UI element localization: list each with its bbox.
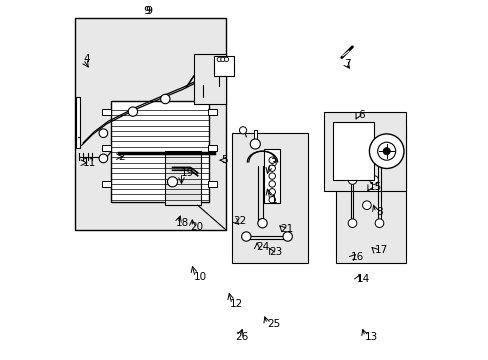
- Bar: [231, 133, 307, 263]
- Circle shape: [268, 165, 275, 171]
- Circle shape: [99, 154, 107, 163]
- Text: 13: 13: [365, 332, 378, 342]
- Bar: [323, 112, 406, 191]
- Text: 18: 18: [175, 218, 188, 228]
- Text: 23: 23: [268, 247, 282, 257]
- Bar: [332, 122, 373, 180]
- Text: 9: 9: [145, 6, 152, 16]
- Circle shape: [374, 219, 383, 228]
- Bar: [111, 101, 208, 202]
- Text: 10: 10: [193, 272, 206, 282]
- Bar: [102, 145, 111, 151]
- Text: 8: 8: [375, 207, 382, 217]
- Text: 21: 21: [280, 224, 293, 234]
- Text: 1: 1: [270, 195, 277, 205]
- Circle shape: [377, 142, 395, 160]
- Bar: [102, 109, 111, 115]
- Circle shape: [220, 57, 224, 62]
- Circle shape: [268, 189, 275, 195]
- Text: 4: 4: [83, 54, 90, 64]
- Circle shape: [241, 232, 250, 241]
- Text: 19: 19: [181, 168, 194, 178]
- Text: 15: 15: [368, 182, 381, 192]
- Bar: [208, 145, 217, 151]
- Circle shape: [167, 177, 177, 187]
- Bar: [76, 97, 80, 148]
- Circle shape: [257, 219, 266, 228]
- Text: 5: 5: [221, 155, 227, 165]
- Circle shape: [160, 94, 170, 104]
- Circle shape: [382, 148, 389, 155]
- Text: 17: 17: [374, 245, 387, 255]
- Bar: [165, 151, 201, 205]
- Circle shape: [250, 139, 260, 149]
- Bar: [208, 109, 217, 115]
- Bar: [75, 18, 226, 230]
- Circle shape: [347, 176, 356, 184]
- Circle shape: [217, 57, 221, 62]
- Circle shape: [268, 197, 275, 203]
- Bar: [194, 54, 226, 104]
- Bar: [264, 149, 280, 203]
- Circle shape: [239, 127, 246, 134]
- Circle shape: [128, 107, 137, 116]
- Circle shape: [224, 57, 228, 62]
- Bar: [336, 126, 406, 263]
- Text: 20: 20: [189, 222, 203, 232]
- Text: 26: 26: [235, 332, 248, 342]
- Text: 2: 2: [118, 152, 124, 162]
- Circle shape: [362, 201, 370, 210]
- Circle shape: [369, 176, 378, 184]
- Bar: [102, 181, 111, 187]
- Circle shape: [268, 181, 275, 187]
- Circle shape: [368, 134, 403, 168]
- Circle shape: [268, 157, 275, 163]
- Circle shape: [99, 129, 107, 138]
- Text: 6: 6: [357, 110, 364, 120]
- Text: 16: 16: [350, 252, 364, 262]
- Text: 25: 25: [266, 319, 280, 329]
- Bar: [213, 56, 233, 76]
- Circle shape: [268, 173, 275, 179]
- Text: 14: 14: [356, 274, 369, 284]
- Text: 9: 9: [143, 6, 150, 16]
- Circle shape: [283, 232, 292, 241]
- Text: 3: 3: [270, 158, 277, 168]
- Text: 24: 24: [256, 242, 269, 252]
- Text: 12: 12: [230, 299, 243, 309]
- Text: 11: 11: [82, 158, 96, 168]
- Text: 7: 7: [344, 59, 350, 69]
- Bar: [253, 130, 256, 139]
- Circle shape: [347, 219, 356, 228]
- Bar: [208, 181, 217, 187]
- Text: 22: 22: [232, 216, 246, 226]
